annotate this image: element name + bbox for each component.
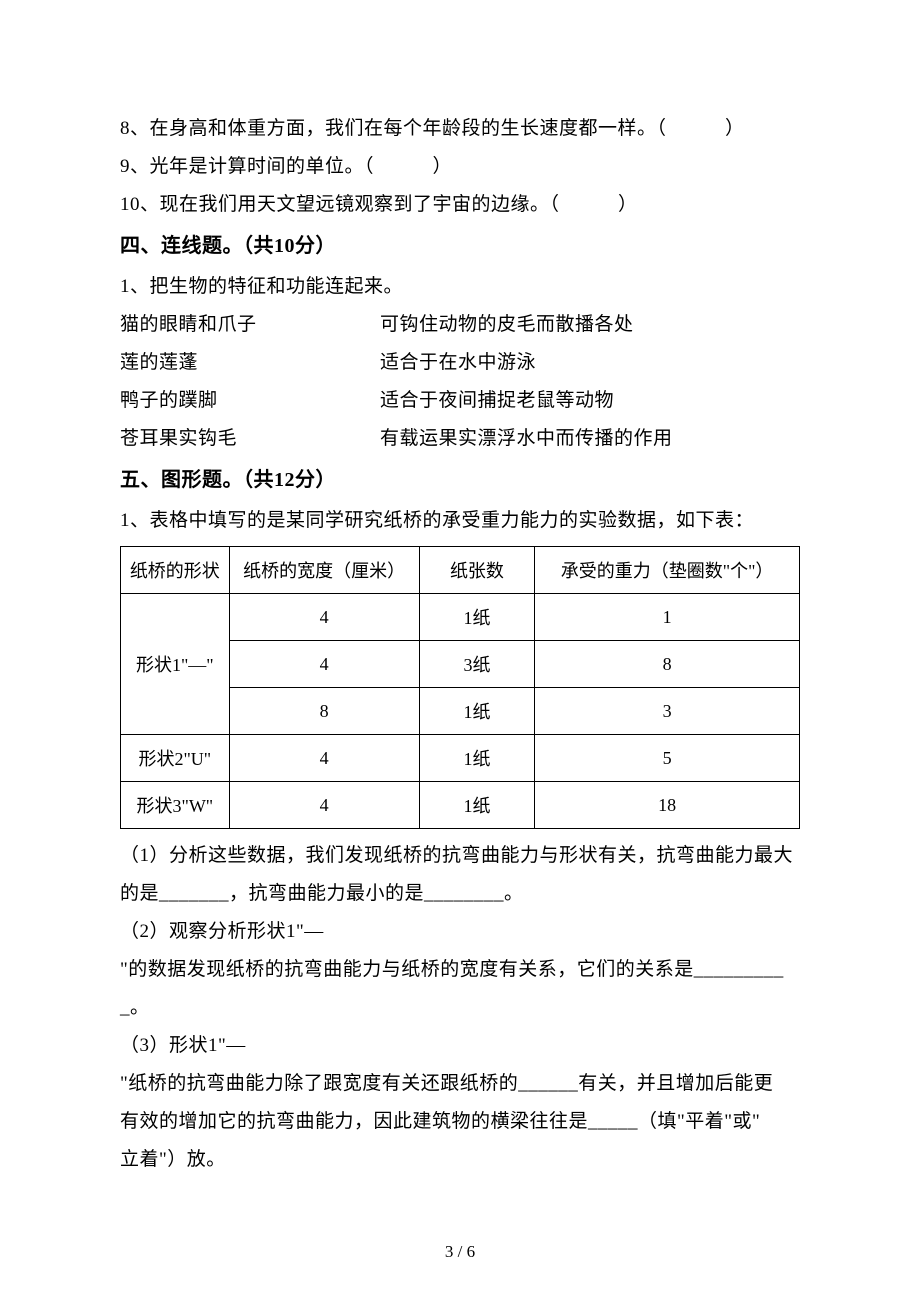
match-right: 有载运果实漂浮水中而传播的作用	[380, 420, 800, 458]
table-row: 形状1"—" 4 1纸 1	[121, 594, 800, 641]
match-row-2: 莲的莲蓬 适合于在水中游泳	[120, 344, 800, 382]
cell: 8	[535, 641, 800, 688]
section5-q2-line2: "的数据发现纸桥的抗弯曲能力与纸桥的宽度有关系，它们的关系是_________	[120, 951, 800, 989]
match-row-4: 苍耳果实钩毛 有载运果实漂浮水中而传播的作用	[120, 420, 800, 458]
match-left: 鸭子的蹼脚	[120, 382, 380, 420]
cell: 18	[535, 782, 800, 829]
section5-q1-line1: （1）分析这些数据，我们发现纸桥的抗弯曲能力与形状有关，抗弯曲能力最大	[120, 837, 800, 875]
section5-q1-line2: 的是_______，抗弯曲能力最小的是________。	[120, 875, 800, 913]
col-weight: 承受的重力（垫圈数"个"）	[535, 547, 800, 594]
match-right: 适合于在水中游泳	[380, 344, 800, 382]
cell: 8	[229, 688, 419, 735]
match-row-1: 猫的眼睛和爪子 可钩住动物的皮毛而散播各处	[120, 306, 800, 344]
cell: 1纸	[419, 594, 534, 641]
section5-q3-line3: 有效的增加它的抗弯曲能力，因此建筑物的横梁往往是_____（填"平着"或"	[120, 1103, 800, 1141]
document-page: 8、在身高和体重方面，我们在每个年龄段的生长速度都一样。（ ） 9、光年是计算时…	[0, 0, 920, 1302]
cell: 5	[535, 735, 800, 782]
judgment-q10: 10、现在我们用天文望远镜观察到了宇宙的边缘。（ ）	[120, 186, 800, 224]
cell-shape2: 形状2"U"	[121, 735, 230, 782]
page-number: 3 / 6	[0, 1242, 920, 1262]
judgment-q9: 9、光年是计算时间的单位。（ ）	[120, 148, 800, 186]
section4-prompt: 1、把生物的特征和功能连起来。	[120, 268, 800, 306]
judgment-q8: 8、在身高和体重方面，我们在每个年龄段的生长速度都一样。（ ）	[120, 110, 800, 148]
data-table: 纸桥的形状 纸桥的宽度（厘米） 纸张数 承受的重力（垫圈数"个"） 形状1"—"…	[120, 546, 800, 829]
cell-shape3: 形状3"W"	[121, 782, 230, 829]
section5-heading: 五、图形题。（共12分）	[120, 458, 800, 502]
cell-shape1: 形状1"—"	[121, 594, 230, 735]
cell: 1	[535, 594, 800, 641]
cell: 3	[535, 688, 800, 735]
match-right: 可钩住动物的皮毛而散播各处	[380, 306, 800, 344]
cell: 4	[229, 782, 419, 829]
match-right: 适合于夜间捕捉老鼠等动物	[380, 382, 800, 420]
col-sheets: 纸张数	[419, 547, 534, 594]
match-left: 莲的莲蓬	[120, 344, 380, 382]
section5-q3-line4: 立着"）放。	[120, 1141, 800, 1179]
cell: 3纸	[419, 641, 534, 688]
match-row-3: 鸭子的蹼脚 适合于夜间捕捉老鼠等动物	[120, 382, 800, 420]
table-header-row: 纸桥的形状 纸桥的宽度（厘米） 纸张数 承受的重力（垫圈数"个"）	[121, 547, 800, 594]
section4-heading: 四、连线题。（共10分）	[120, 224, 800, 268]
cell: 4	[229, 594, 419, 641]
section5-q2-line1: （2）观察分析形状1"—	[120, 913, 800, 951]
cell: 4	[229, 735, 419, 782]
col-width: 纸桥的宽度（厘米）	[229, 547, 419, 594]
match-left: 苍耳果实钩毛	[120, 420, 380, 458]
section5-q2-line3: _。	[120, 989, 800, 1027]
cell: 1纸	[419, 688, 534, 735]
cell: 4	[229, 641, 419, 688]
table-row: 形状2"U" 4 1纸 5	[121, 735, 800, 782]
cell: 1纸	[419, 735, 534, 782]
match-left: 猫的眼睛和爪子	[120, 306, 380, 344]
col-shape: 纸桥的形状	[121, 547, 230, 594]
table-row: 形状3"W" 4 1纸 18	[121, 782, 800, 829]
section5-q3-line1: （3）形状1"—	[120, 1027, 800, 1065]
section5-prompt: 1、表格中填写的是某同学研究纸桥的承受重力能力的实验数据，如下表：	[120, 502, 800, 540]
section5-q3-line2: "纸桥的抗弯曲能力除了跟宽度有关还跟纸桥的______有关，并且增加后能更	[120, 1065, 800, 1103]
cell: 1纸	[419, 782, 534, 829]
